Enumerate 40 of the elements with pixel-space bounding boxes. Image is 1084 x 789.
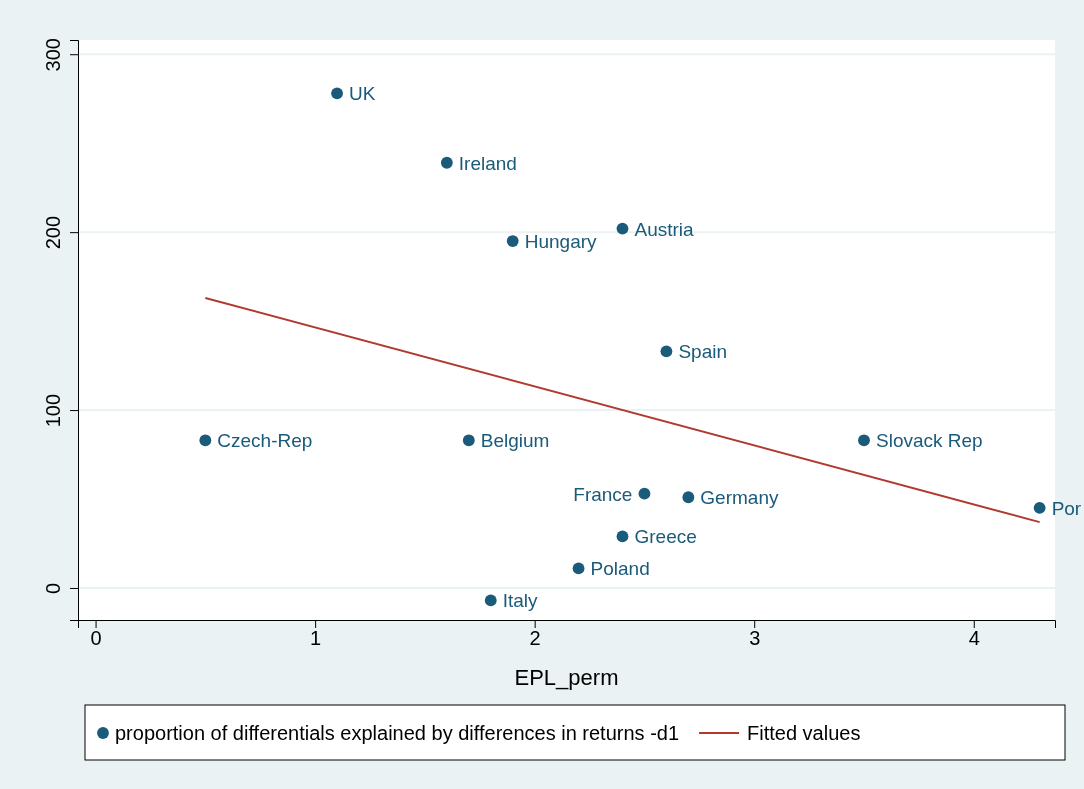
point [1033, 502, 1046, 514]
x-tick-label: 2 [529, 627, 541, 650]
y-tick-label: 300 [42, 38, 64, 72]
annotation: Greece [634, 526, 697, 548]
point [682, 491, 695, 504]
x-tick-label: 0 [90, 627, 102, 650]
point [616, 222, 629, 235]
point [616, 530, 629, 543]
y-tick-label: 200 [42, 215, 64, 250]
annotation: Czech-Rep [217, 430, 313, 452]
annotation: France [573, 483, 633, 505]
annotation: Germany [700, 487, 779, 509]
annotation: Spain [678, 341, 727, 363]
annotation: Italy [502, 590, 539, 612]
point [462, 434, 475, 447]
annotation: Hungary [524, 231, 598, 253]
annotation: Ireland [458, 152, 517, 174]
point [506, 235, 519, 247]
point [572, 562, 585, 575]
point [440, 156, 453, 169]
x-axis-title: EPL_perm [514, 665, 619, 690]
annotation: Poland [590, 558, 650, 580]
point [331, 87, 343, 100]
annotation: Belgium [480, 430, 550, 452]
point [199, 434, 212, 447]
x-tick-label: 4 [968, 627, 980, 650]
legend-label: Fitted values [747, 722, 861, 744]
annotation: Por [1051, 497, 1082, 519]
y-tick-label: 100 [42, 393, 64, 428]
point [484, 594, 497, 607]
legend-label: proportion of differentials explained by differences in returns -d1 [115, 722, 680, 744]
point [858, 434, 870, 447]
annotation: UK [349, 83, 376, 105]
annotation: Austria [634, 218, 695, 240]
y-tick-label: 0 [42, 582, 64, 595]
point [638, 487, 651, 500]
x-tick-label: 1 [310, 627, 322, 650]
annotation: Slovack Rep [875, 430, 983, 452]
point [660, 345, 673, 358]
x-tick-label: 3 [749, 627, 761, 650]
